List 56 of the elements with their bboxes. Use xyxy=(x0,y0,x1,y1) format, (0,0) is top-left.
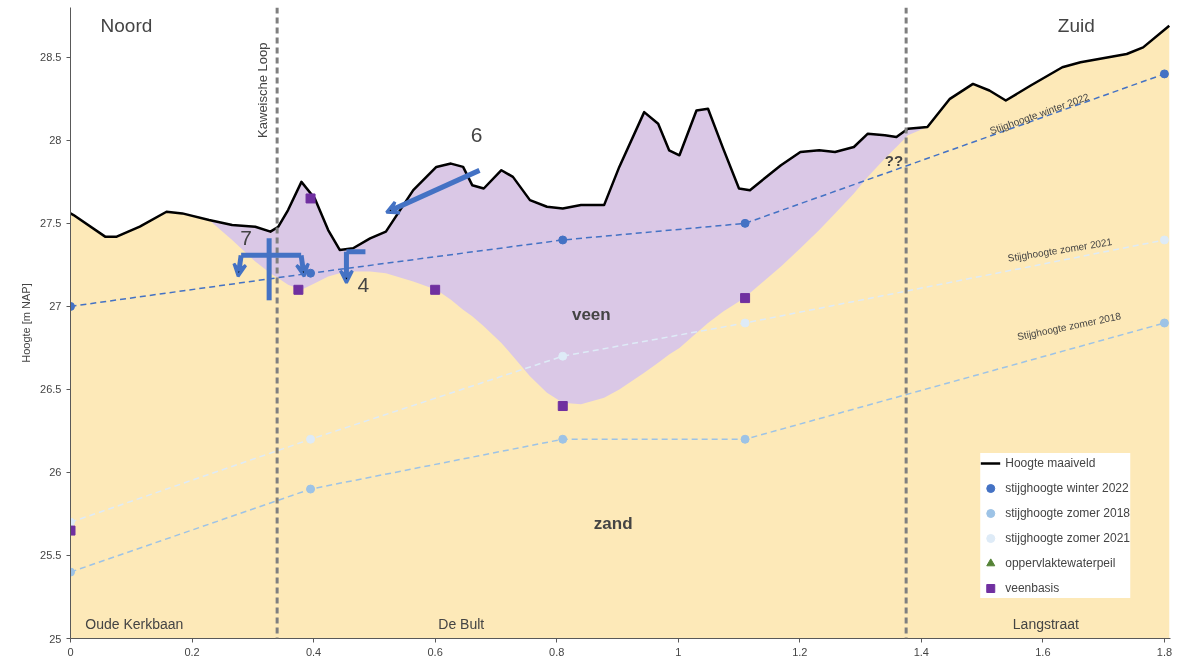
point xyxy=(558,434,568,444)
x-tick-label: 0.8 xyxy=(549,645,565,658)
y-tick-label: 27 xyxy=(49,300,62,313)
x-tick-label: 0 xyxy=(67,645,74,658)
annotation: ?? xyxy=(884,151,904,169)
legend-label: stijghoogte zomer 2021 xyxy=(1005,531,1130,545)
annotation: Zuid xyxy=(1057,15,1095,37)
annotation: veen xyxy=(571,305,611,325)
y-tick-label: 26 xyxy=(49,466,62,479)
annotation: 7 xyxy=(240,226,252,250)
point xyxy=(1159,235,1169,245)
point xyxy=(740,218,750,228)
point xyxy=(306,484,316,494)
x-tick-label: 0.6 xyxy=(427,645,443,658)
point xyxy=(558,235,568,245)
y-tick-label: 28.5 xyxy=(40,51,62,64)
annotation: Stijghoogte zomer 2021 xyxy=(1006,236,1114,264)
point xyxy=(557,401,568,412)
annotation: zand xyxy=(593,514,633,534)
y-tick-label: 28 xyxy=(49,134,62,147)
x-tick-label: 0.4 xyxy=(305,645,322,658)
point xyxy=(1159,318,1169,328)
y-tick-label: 26.5 xyxy=(40,383,62,396)
annotation: 4 xyxy=(357,272,370,296)
legend-label: stijghoogte winter 2022 xyxy=(1005,481,1129,495)
x-tick-label: 1.6 xyxy=(1035,645,1051,658)
annotation: Langstraat xyxy=(1012,615,1080,632)
y-axis-title: Hoogte [m NAP] xyxy=(20,283,33,363)
point xyxy=(558,351,568,361)
y-tick-label: 25.5 xyxy=(40,549,62,562)
point xyxy=(293,284,304,295)
x-tick-label: 1.2 xyxy=(792,645,808,658)
point xyxy=(1159,69,1169,79)
annotation: Noord xyxy=(100,15,153,37)
legend-label: veenbasis xyxy=(1005,581,1060,595)
y-tick-label: 27.5 xyxy=(40,217,62,230)
point xyxy=(740,434,750,444)
point xyxy=(740,293,751,304)
x-tick-label: 0.2 xyxy=(184,645,200,658)
point xyxy=(430,284,441,295)
legend-label: Hoogte maaiveld xyxy=(1005,456,1096,470)
legend-label: stijghoogte zomer 2018 xyxy=(1005,506,1130,520)
x-tick-label: 1.4 xyxy=(913,645,929,658)
y-tick-label: 25 xyxy=(49,632,62,645)
x-tick-label: 1.8 xyxy=(1156,645,1173,658)
point xyxy=(306,268,316,278)
ref-line-label: Kaweische Loop xyxy=(255,42,271,138)
x-tick-label: 1 xyxy=(675,645,682,658)
point xyxy=(740,318,750,328)
annotation: Stijghoogte zomer 2018 xyxy=(1016,310,1123,343)
legend-label: oppervlaktewaterpeil xyxy=(1005,556,1116,570)
annotation: De Bult xyxy=(438,615,485,632)
annotation: Oude Kerkbaan xyxy=(85,615,184,632)
point xyxy=(306,434,316,444)
point xyxy=(305,193,316,204)
annotation: 6 xyxy=(470,123,483,147)
